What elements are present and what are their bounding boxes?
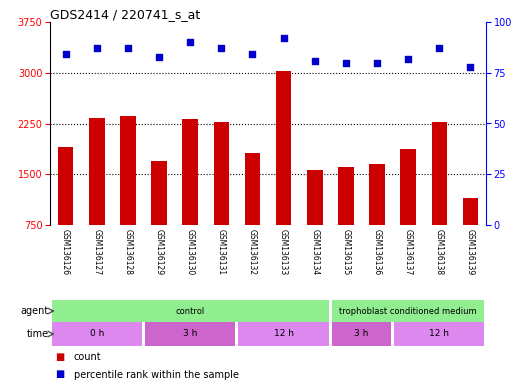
- Text: 3 h: 3 h: [183, 329, 197, 339]
- Text: time: time: [26, 329, 49, 339]
- Bar: [145, 323, 235, 346]
- Point: [373, 60, 381, 66]
- Point: [248, 51, 257, 58]
- Text: count: count: [74, 352, 101, 362]
- Text: GSM136139: GSM136139: [466, 229, 475, 275]
- Bar: [89, 118, 105, 225]
- Point: [61, 51, 70, 58]
- Bar: [182, 119, 198, 225]
- Bar: [244, 152, 260, 225]
- Point: [310, 58, 319, 64]
- Bar: [276, 71, 291, 225]
- Point: [124, 45, 132, 51]
- Text: 12 h: 12 h: [274, 329, 294, 339]
- Point: [404, 55, 412, 61]
- Text: ■: ■: [55, 369, 64, 379]
- Bar: [332, 300, 485, 321]
- Text: 12 h: 12 h: [429, 329, 449, 339]
- Bar: [338, 167, 354, 225]
- Bar: [58, 147, 73, 225]
- Bar: [239, 323, 329, 346]
- Point: [186, 39, 194, 45]
- Bar: [369, 164, 385, 225]
- Text: GDS2414 / 220741_s_at: GDS2414 / 220741_s_at: [50, 8, 200, 21]
- Point: [279, 35, 288, 41]
- Text: GSM136131: GSM136131: [217, 229, 226, 275]
- Text: GSM136133: GSM136133: [279, 229, 288, 275]
- Bar: [307, 170, 323, 225]
- Text: GSM136138: GSM136138: [435, 229, 444, 275]
- Text: trophoblast conditioned medium: trophoblast conditioned medium: [340, 306, 477, 316]
- Text: agent: agent: [20, 306, 49, 316]
- Bar: [463, 198, 478, 225]
- Text: GSM136134: GSM136134: [310, 229, 319, 275]
- Point: [155, 53, 163, 60]
- Text: GSM136137: GSM136137: [403, 229, 413, 275]
- Text: percentile rank within the sample: percentile rank within the sample: [74, 369, 239, 379]
- Text: ■: ■: [55, 352, 64, 362]
- Text: GSM136126: GSM136126: [61, 229, 70, 275]
- Text: control: control: [175, 306, 205, 316]
- Point: [466, 64, 475, 70]
- Bar: [400, 149, 416, 225]
- Text: GSM136128: GSM136128: [124, 229, 133, 275]
- Bar: [151, 161, 167, 225]
- Point: [342, 60, 350, 66]
- Bar: [332, 323, 391, 346]
- Bar: [52, 323, 142, 346]
- Bar: [431, 122, 447, 225]
- Bar: [213, 122, 229, 225]
- Point: [92, 45, 101, 51]
- Text: GSM136130: GSM136130: [186, 229, 195, 275]
- Bar: [394, 323, 485, 346]
- Bar: [52, 300, 329, 321]
- Text: GSM136132: GSM136132: [248, 229, 257, 275]
- Text: GSM136127: GSM136127: [92, 229, 101, 275]
- Text: 0 h: 0 h: [90, 329, 104, 339]
- Text: GSM136129: GSM136129: [155, 229, 164, 275]
- Text: GSM136136: GSM136136: [372, 229, 382, 275]
- Point: [435, 45, 444, 51]
- Text: GSM136135: GSM136135: [342, 229, 351, 275]
- Bar: [120, 116, 136, 225]
- Text: 3 h: 3 h: [354, 329, 369, 339]
- Point: [217, 45, 225, 51]
